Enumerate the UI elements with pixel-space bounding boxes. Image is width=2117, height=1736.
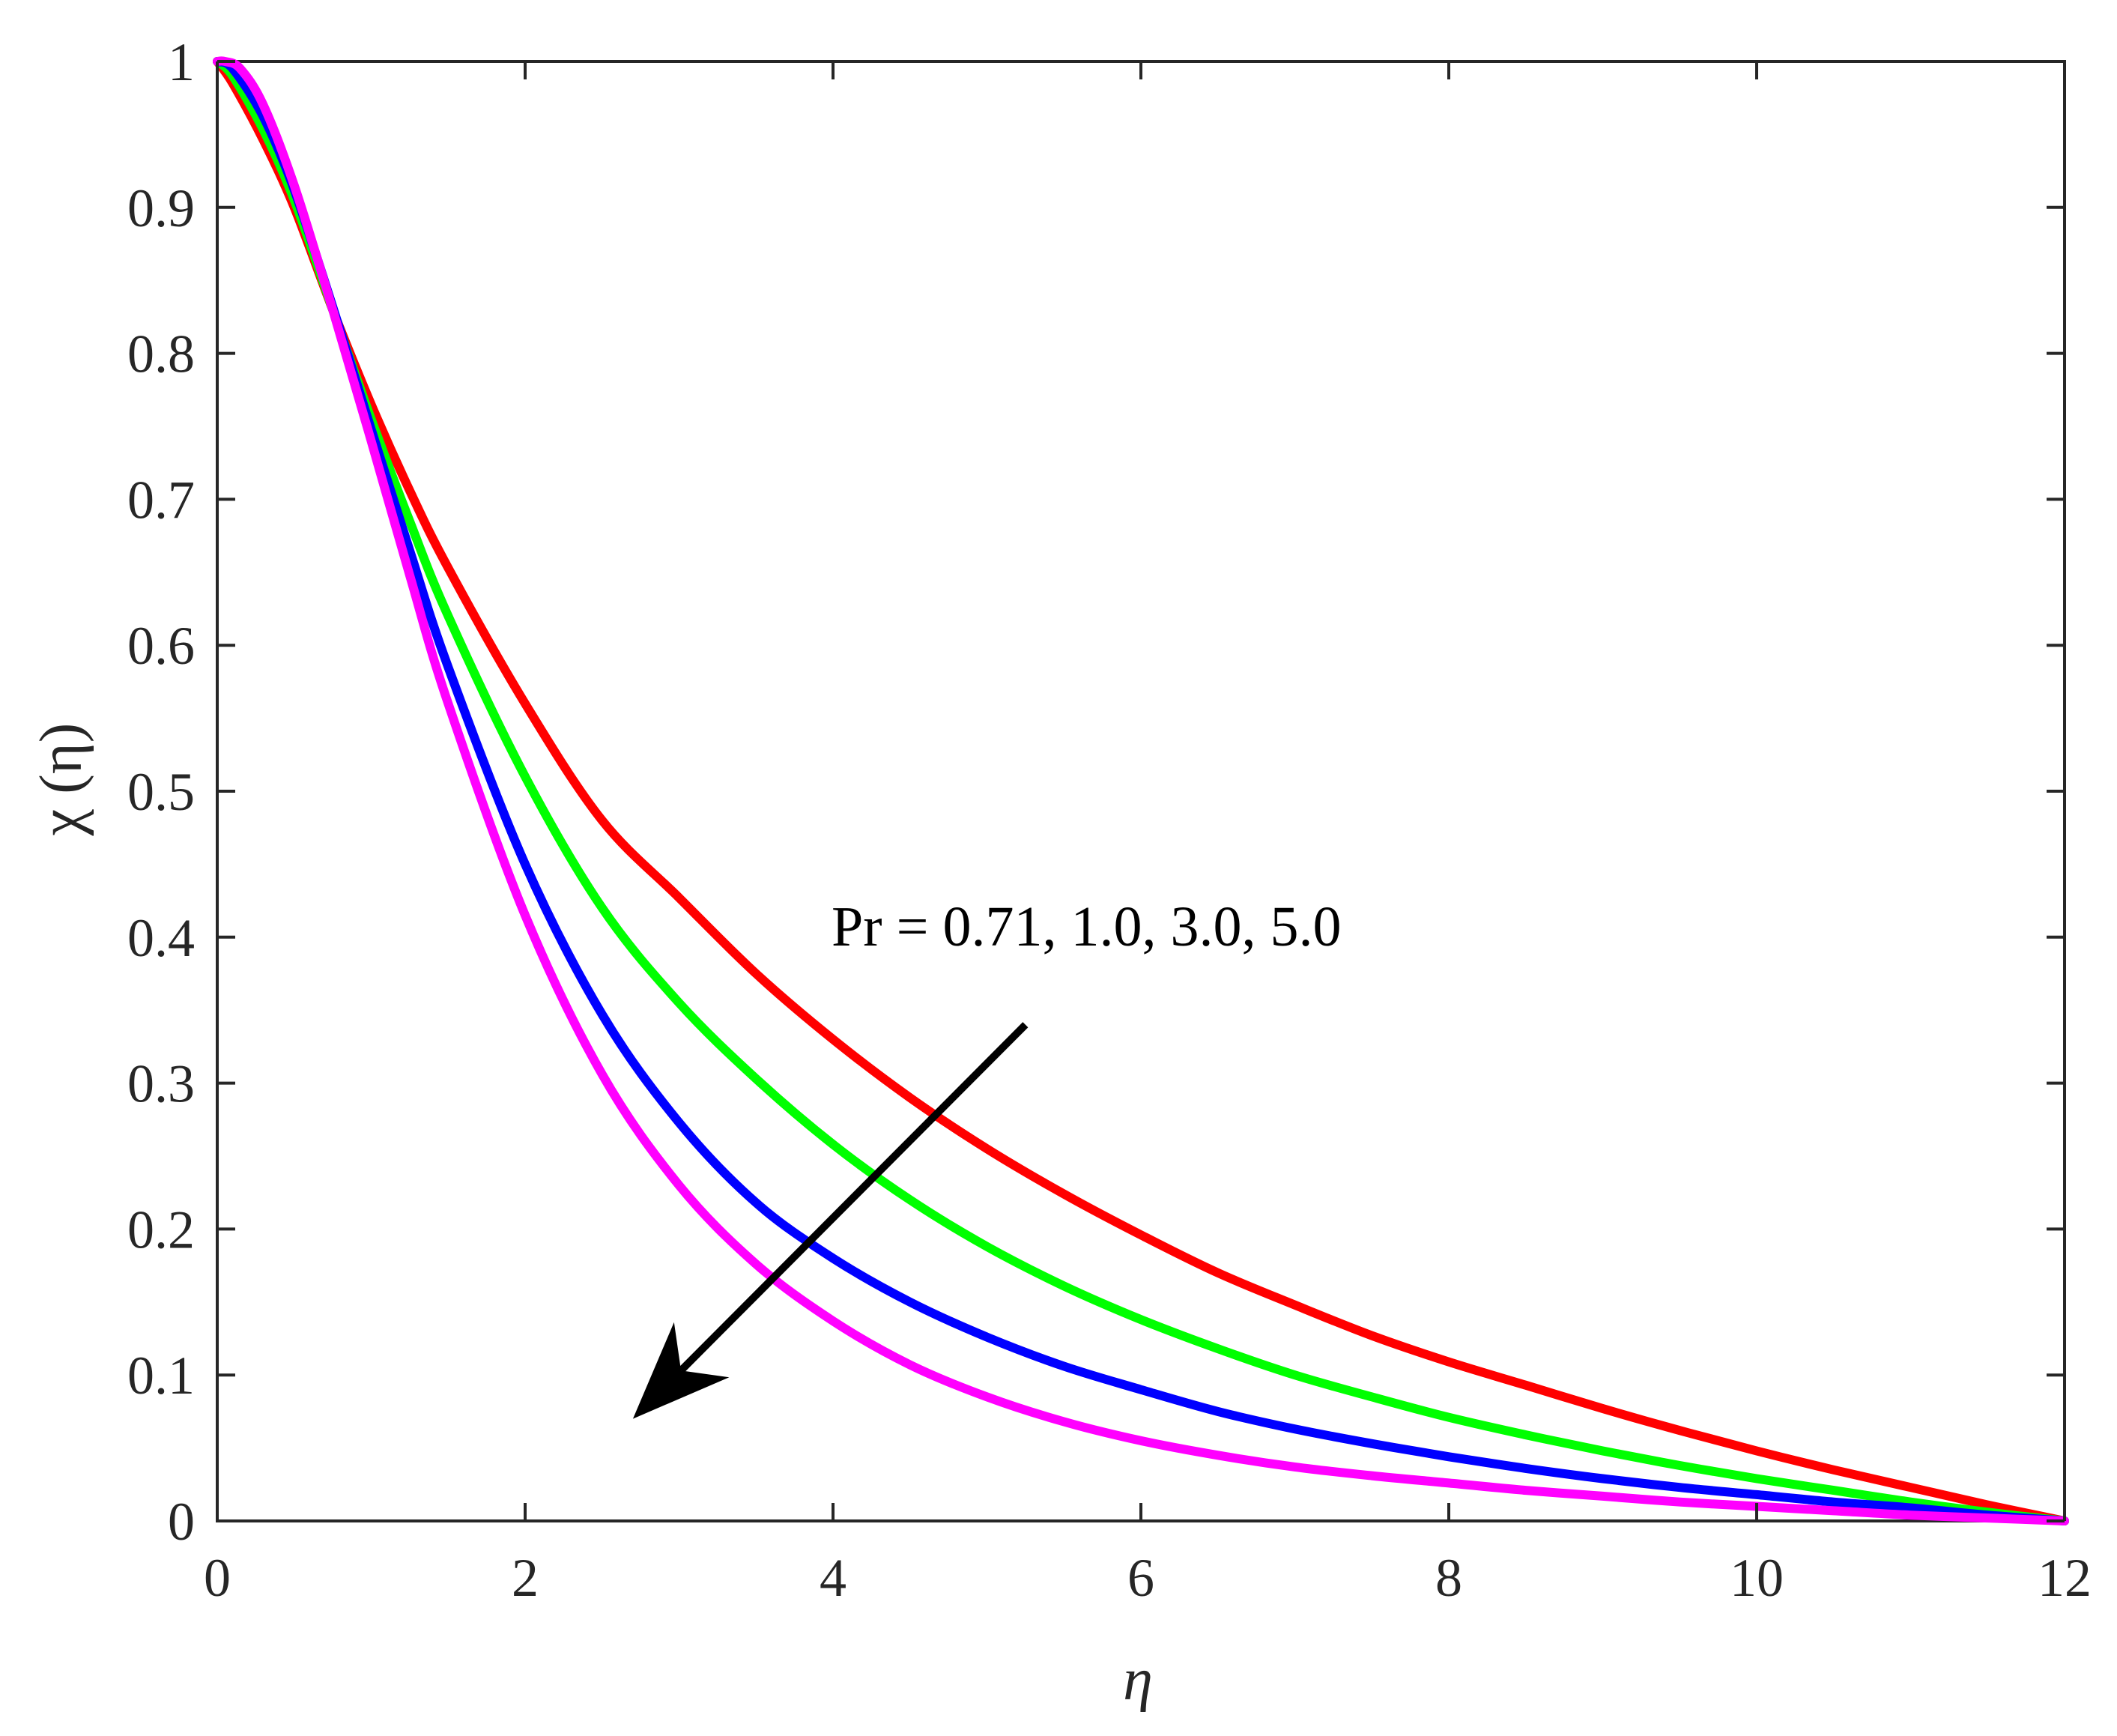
ticks-layer: 0 2 4 6 8 10 12 0 0.1 0.2 0.3 0.4 0.5 0.6 0.7 0.8 0.9 1 bbox=[127, 32, 2092, 1608]
annotation-arrow-shaft bbox=[678, 1022, 1029, 1373]
x-tick-label: 12 bbox=[2038, 1548, 2092, 1608]
x-tick-label: 2 bbox=[512, 1548, 539, 1608]
y-tick-label: 0.7 bbox=[127, 470, 195, 530]
y-axis-label: χ (η) bbox=[28, 723, 94, 837]
series-line-1 bbox=[213, 57, 2069, 1525]
x-tick-label: 0 bbox=[204, 1548, 231, 1608]
y-tick-label: 0.6 bbox=[127, 616, 195, 676]
x-tick-label: 8 bbox=[1435, 1548, 1462, 1608]
y-tick-label: 0.4 bbox=[127, 908, 195, 968]
plot-area bbox=[216, 60, 2066, 1522]
y-tick-label: 0.5 bbox=[127, 762, 195, 822]
y-tick-label: 0.9 bbox=[127, 178, 195, 238]
x-tick-label: 6 bbox=[1127, 1548, 1154, 1608]
y-tick-label: 0.8 bbox=[127, 324, 195, 384]
annotation-text: Pr = 0.71, 1.0, 3.0, 5.0 bbox=[832, 895, 1341, 958]
annotation-arrow-head bbox=[632, 1322, 730, 1419]
y-tick-label: 0.1 bbox=[127, 1346, 195, 1406]
plot-frame bbox=[216, 60, 2066, 1522]
y-tick-label: 0.3 bbox=[127, 1054, 195, 1114]
x-tick-label: 4 bbox=[820, 1548, 847, 1608]
x-tick-label: 10 bbox=[1730, 1548, 1784, 1608]
annotation-layer: Pr = 0.71, 1.0, 3.0, 5.0 bbox=[632, 895, 1341, 1419]
y-tick-label: 0 bbox=[168, 1492, 195, 1552]
y-tick-label: 0.2 bbox=[127, 1200, 195, 1259]
series-line-4 bbox=[213, 56, 2069, 1525]
y-tick-label: 1 bbox=[168, 32, 195, 92]
series-layer bbox=[213, 56, 2069, 1525]
x-axis-label: η bbox=[1123, 1647, 1153, 1713]
